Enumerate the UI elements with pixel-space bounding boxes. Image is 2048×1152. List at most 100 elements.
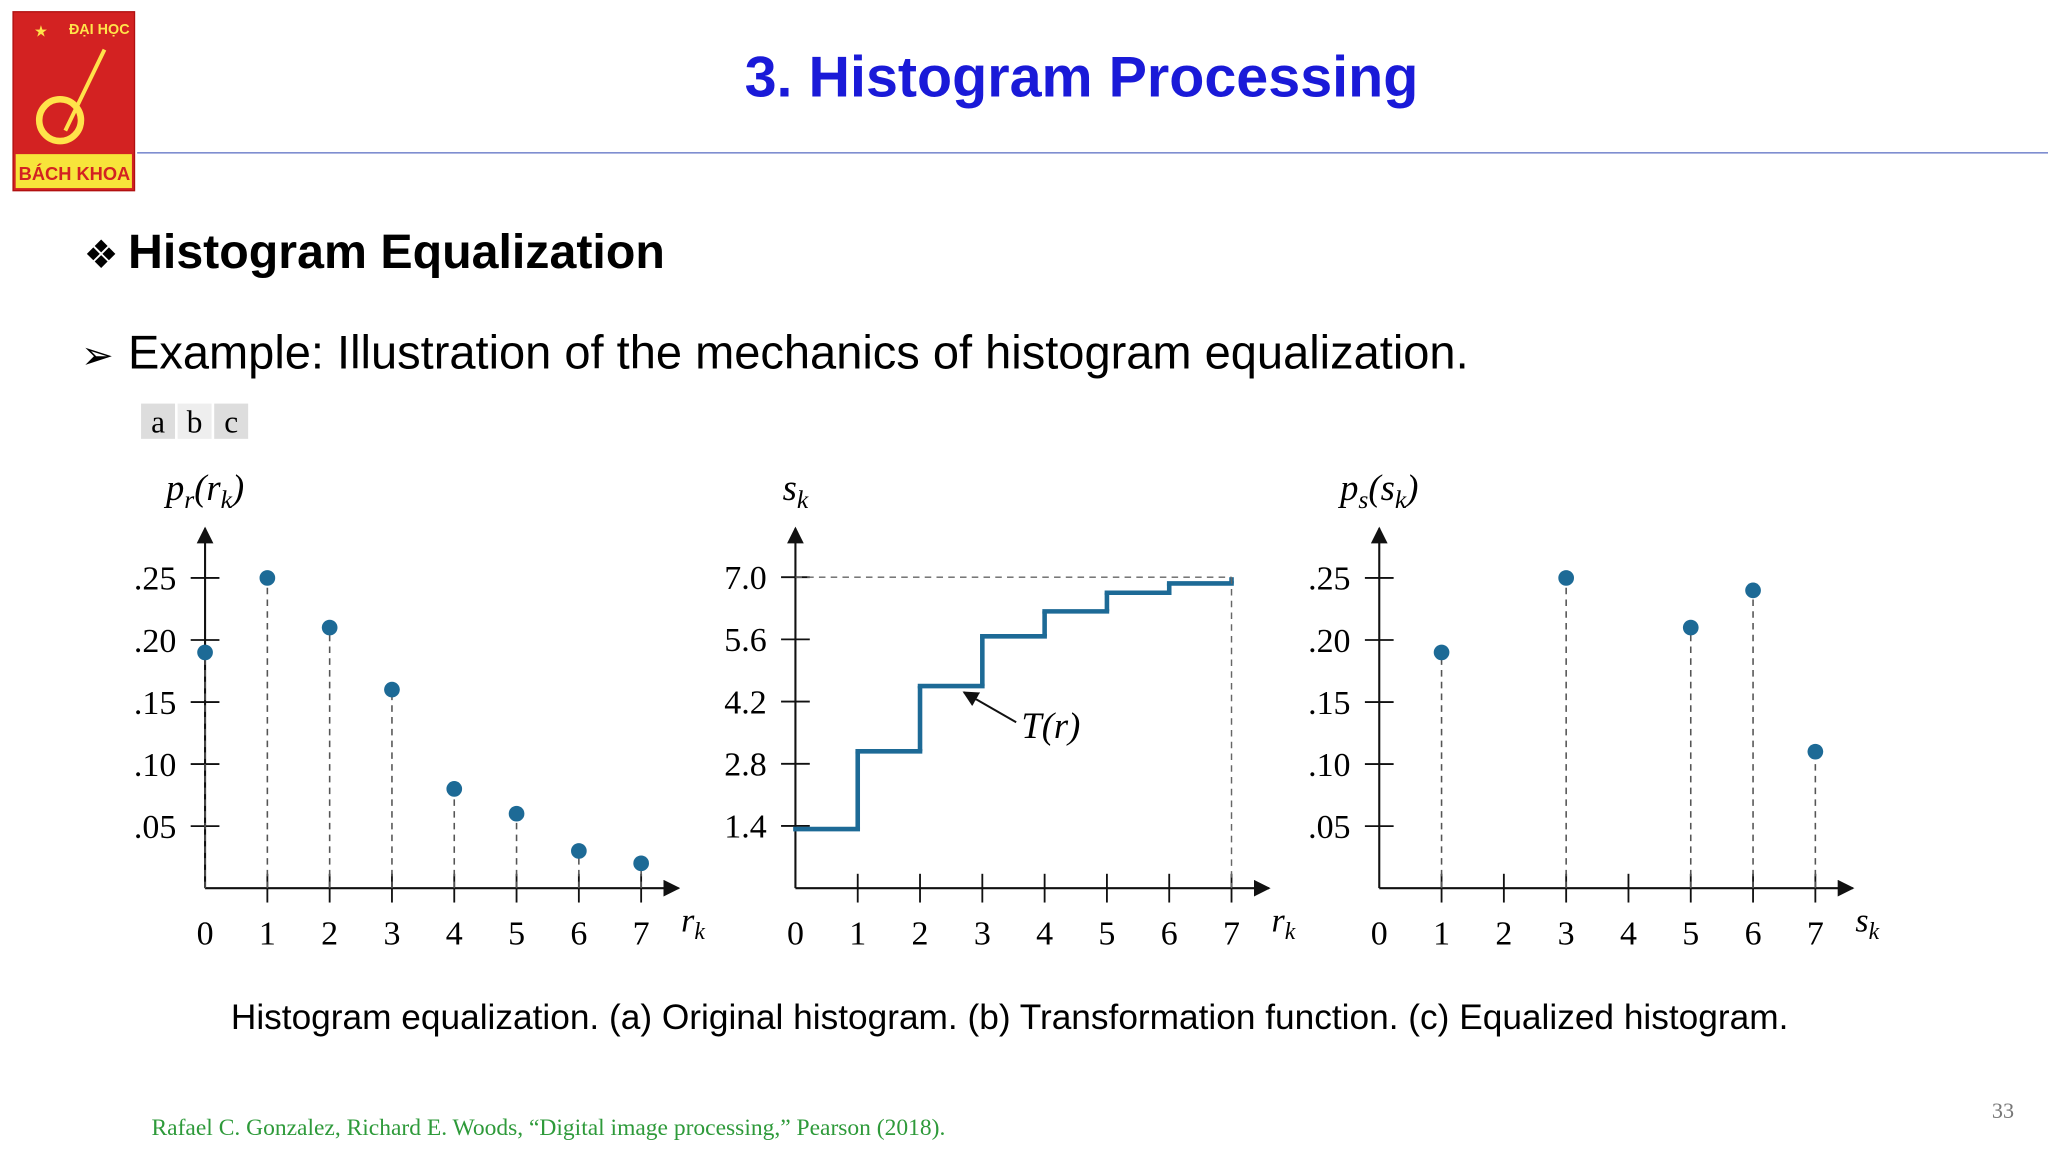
point	[197, 644, 213, 661]
panel-label: b	[187, 404, 203, 439]
y-tick-label: .10	[134, 747, 176, 784]
heading-marker: ❖	[84, 234, 119, 277]
axis-label-part: (	[194, 467, 209, 508]
axis-label-part: s	[1381, 467, 1395, 508]
axis-label-part: k	[1285, 919, 1296, 945]
panel-label-box	[177, 403, 212, 439]
point	[384, 681, 400, 698]
x-tick-label: 3	[383, 915, 400, 952]
annotation: T(r)	[1021, 705, 1080, 746]
x-tick-label: 5	[508, 915, 525, 952]
x-tick-label: 4	[1620, 915, 1637, 952]
axis-label-part: r	[184, 485, 195, 514]
axis-label: rk	[681, 902, 705, 945]
logo: ★ ĐẠI HỌC BÁCH KHOA	[12, 11, 136, 192]
y-tick-label: .25	[1308, 561, 1350, 598]
axis-label-part: k	[1869, 919, 1880, 945]
axis-label-part: )	[1404, 467, 1418, 508]
axis-label-part: r	[1272, 902, 1286, 939]
point	[446, 781, 463, 797]
y-tick-label: 7.0	[724, 560, 766, 597]
axis-label-part: r	[206, 467, 221, 508]
y-tick-label: .25	[134, 561, 176, 598]
bullet-marker: ➢	[81, 334, 114, 377]
x-tick-label: 1	[259, 915, 276, 952]
x-tick-label: 0	[787, 915, 804, 952]
axis-label-part: k	[1395, 485, 1407, 514]
x-tick-label: 3	[1558, 915, 1575, 952]
x-tick-label: 2	[1495, 915, 1512, 952]
x-tick-label: 6	[570, 915, 587, 952]
panel-labels: a b c	[141, 403, 249, 439]
axis-label-part: k	[694, 919, 705, 945]
x-tick-label: 0	[197, 915, 214, 952]
bullet: Example: Illustration of the mechanics o…	[128, 325, 1469, 378]
citation: Rafael C. Gonzalez, Richard E. Woods, “D…	[152, 1115, 946, 1141]
y-tick-label: .15	[1308, 685, 1350, 722]
point	[259, 570, 276, 586]
axis-label: sk	[783, 467, 809, 514]
y-tick-label: 2.8	[724, 747, 766, 784]
logo-compass	[63, 48, 107, 132]
slide-title: 3. Histogram Processing	[745, 46, 1419, 110]
logo-top: ĐẠI HỌC	[69, 22, 130, 38]
point	[633, 855, 649, 872]
y-tick-label: .15	[134, 685, 176, 722]
point	[1682, 619, 1699, 636]
axis-label-part: )	[230, 467, 244, 508]
x-tick-label: 1	[849, 915, 866, 952]
logo-gear	[35, 96, 85, 145]
axis-label: ps(sk)	[1337, 467, 1418, 514]
axis-label-part: (	[1368, 467, 1383, 508]
panel-label: a	[151, 404, 165, 439]
charts: .05.10.15.20.250 1 2 3 4 5 6 7pr(rk)rk1.42.84.2…	[134, 467, 1880, 952]
axis-label-part: s	[1358, 485, 1368, 514]
axis-label-part: p	[163, 467, 184, 508]
annotation-arrow	[962, 691, 1017, 724]
panel-label-box	[141, 403, 176, 439]
point	[1433, 644, 1450, 661]
x-tick-label: 4	[1036, 915, 1053, 952]
x-tick-label: 7	[1223, 915, 1240, 952]
axis-label-part: r	[681, 902, 695, 939]
x-tick-label: 6	[1161, 915, 1178, 952]
axis-label: rk	[1272, 902, 1296, 945]
y-tick-label: .20	[134, 623, 176, 660]
logo-star: ★	[34, 24, 48, 41]
point	[1558, 570, 1574, 586]
axis-label: pr(rk)	[163, 467, 244, 514]
panel-label: c	[224, 404, 238, 439]
x-tick-label: 2	[912, 915, 929, 952]
y-tick-label: 1.4	[724, 809, 766, 846]
axis-label-part: k	[797, 485, 809, 514]
x-tick-label: 6	[1745, 915, 1762, 952]
x-tick-label: 7	[633, 915, 650, 952]
caption: Histogram equalization. (a) Original his…	[231, 998, 1789, 1037]
axis-label-part: p	[1337, 467, 1358, 508]
axis-label-part: s	[1855, 902, 1868, 939]
panel-label-box	[214, 403, 249, 439]
logo-bottom: BÁCH KHOA	[19, 163, 131, 184]
y-tick-label: 4.2	[724, 684, 766, 721]
y-tick-label: .20	[1308, 623, 1350, 660]
point	[321, 619, 338, 636]
page-number: 33	[1992, 1098, 2014, 1123]
y-tick-label: .05	[1308, 809, 1350, 846]
logo-band	[15, 154, 132, 189]
y-tick-label: 5.6	[724, 622, 766, 659]
axis-label-part: k	[221, 485, 233, 514]
x-tick-label: 5	[1682, 915, 1699, 952]
x-tick-label: 1	[1433, 915, 1450, 952]
x-tick-label: 0	[1371, 915, 1388, 952]
point	[1745, 582, 1761, 599]
y-tick-label: .05	[134, 809, 176, 846]
x-tick-label: 4	[446, 915, 463, 952]
heading: Histogram Equalization	[128, 225, 665, 279]
x-tick-label: 2	[321, 915, 338, 952]
x-tick-label: 5	[1098, 915, 1115, 952]
x-tick-label: 7	[1807, 915, 1824, 952]
point	[1807, 743, 1824, 760]
x-tick-label: 3	[974, 915, 991, 952]
y-tick-label: .10	[1308, 747, 1350, 784]
point	[508, 805, 525, 822]
